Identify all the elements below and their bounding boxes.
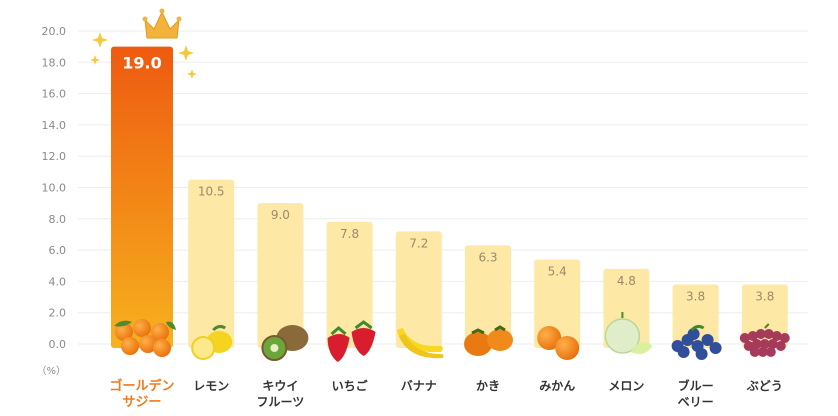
y-tick-label: 4.0	[49, 275, 67, 288]
bar	[257, 203, 304, 348]
bar	[395, 231, 442, 348]
category-label: レモン	[193, 379, 229, 393]
y-tick-label: 18.0	[42, 56, 67, 69]
category-label: いちご	[332, 378, 369, 393]
kiwi-icon	[261, 325, 309, 361]
fruit-illustrations	[114, 312, 790, 362]
persimmon-icon	[464, 325, 513, 356]
banana-icon	[396, 328, 444, 359]
y-tick-label: 6.0	[49, 244, 67, 257]
category-label: ブルー	[678, 378, 714, 393]
value-label: 5.4	[548, 264, 567, 278]
sparkle-icon	[92, 32, 108, 48]
category-label: サジー	[122, 395, 161, 410]
sparkle-icon	[178, 45, 194, 61]
category-label: かき	[476, 379, 500, 393]
y-tick-label: 8.0	[49, 213, 67, 226]
bar	[534, 259, 581, 348]
category-label: ぶどう	[746, 379, 783, 393]
sparkle-icon	[90, 55, 100, 65]
bar	[111, 46, 173, 349]
y-tick-label: 16.0	[42, 88, 67, 101]
value-label: 7.8	[340, 227, 359, 241]
y-tick-label: 0.0	[49, 338, 67, 351]
blueberry-icon	[671, 324, 722, 360]
bar	[465, 245, 511, 348]
y-tick-label: 12.0	[42, 150, 67, 163]
grape-icon	[739, 323, 790, 357]
value-label: 4.8	[617, 274, 636, 288]
melon-icon	[604, 312, 653, 354]
category-label: バナナ	[401, 379, 437, 393]
value-label: 7.2	[409, 236, 428, 250]
bar	[672, 284, 719, 348]
category-label: みかん	[539, 379, 575, 393]
y-axis: 0.0 2.0 4.0 6.0 8.0 10.0 12.0 14.0 16.0 18.0 20.0 （…	[36, 25, 66, 377]
y-tick-label: 20.0	[42, 25, 67, 38]
value-label: 3.8	[755, 290, 774, 304]
mandarin-icon	[537, 326, 580, 360]
strawberry-icon	[327, 320, 376, 362]
lemon-icon	[191, 324, 233, 360]
sparkle-icon	[187, 69, 197, 79]
value-label: 9.0	[271, 208, 290, 222]
value-label: 10.5	[198, 185, 225, 199]
crown-icon	[142, 8, 182, 39]
category-label: キウイ	[262, 379, 298, 393]
y-unit-label: （%）	[36, 365, 66, 377]
bar	[326, 221, 373, 348]
category-label: フルーツ	[257, 395, 305, 409]
value-label: 6.3	[478, 250, 497, 264]
sea-buckthorn-icon	[114, 319, 176, 357]
y-tick-label: 10.0	[42, 182, 67, 195]
category-label: ベリー	[678, 395, 714, 409]
value-label: 3.8	[686, 290, 705, 304]
bars	[111, 46, 788, 349]
value-label: 19.0	[122, 54, 161, 73]
bar	[188, 179, 235, 348]
y-tick-label: 14.0	[42, 119, 67, 132]
decorations	[90, 8, 197, 79]
y-tick-label: 2.0	[49, 307, 67, 320]
category-label: メロン	[608, 379, 644, 393]
category-label: ゴールデン	[109, 378, 174, 394]
